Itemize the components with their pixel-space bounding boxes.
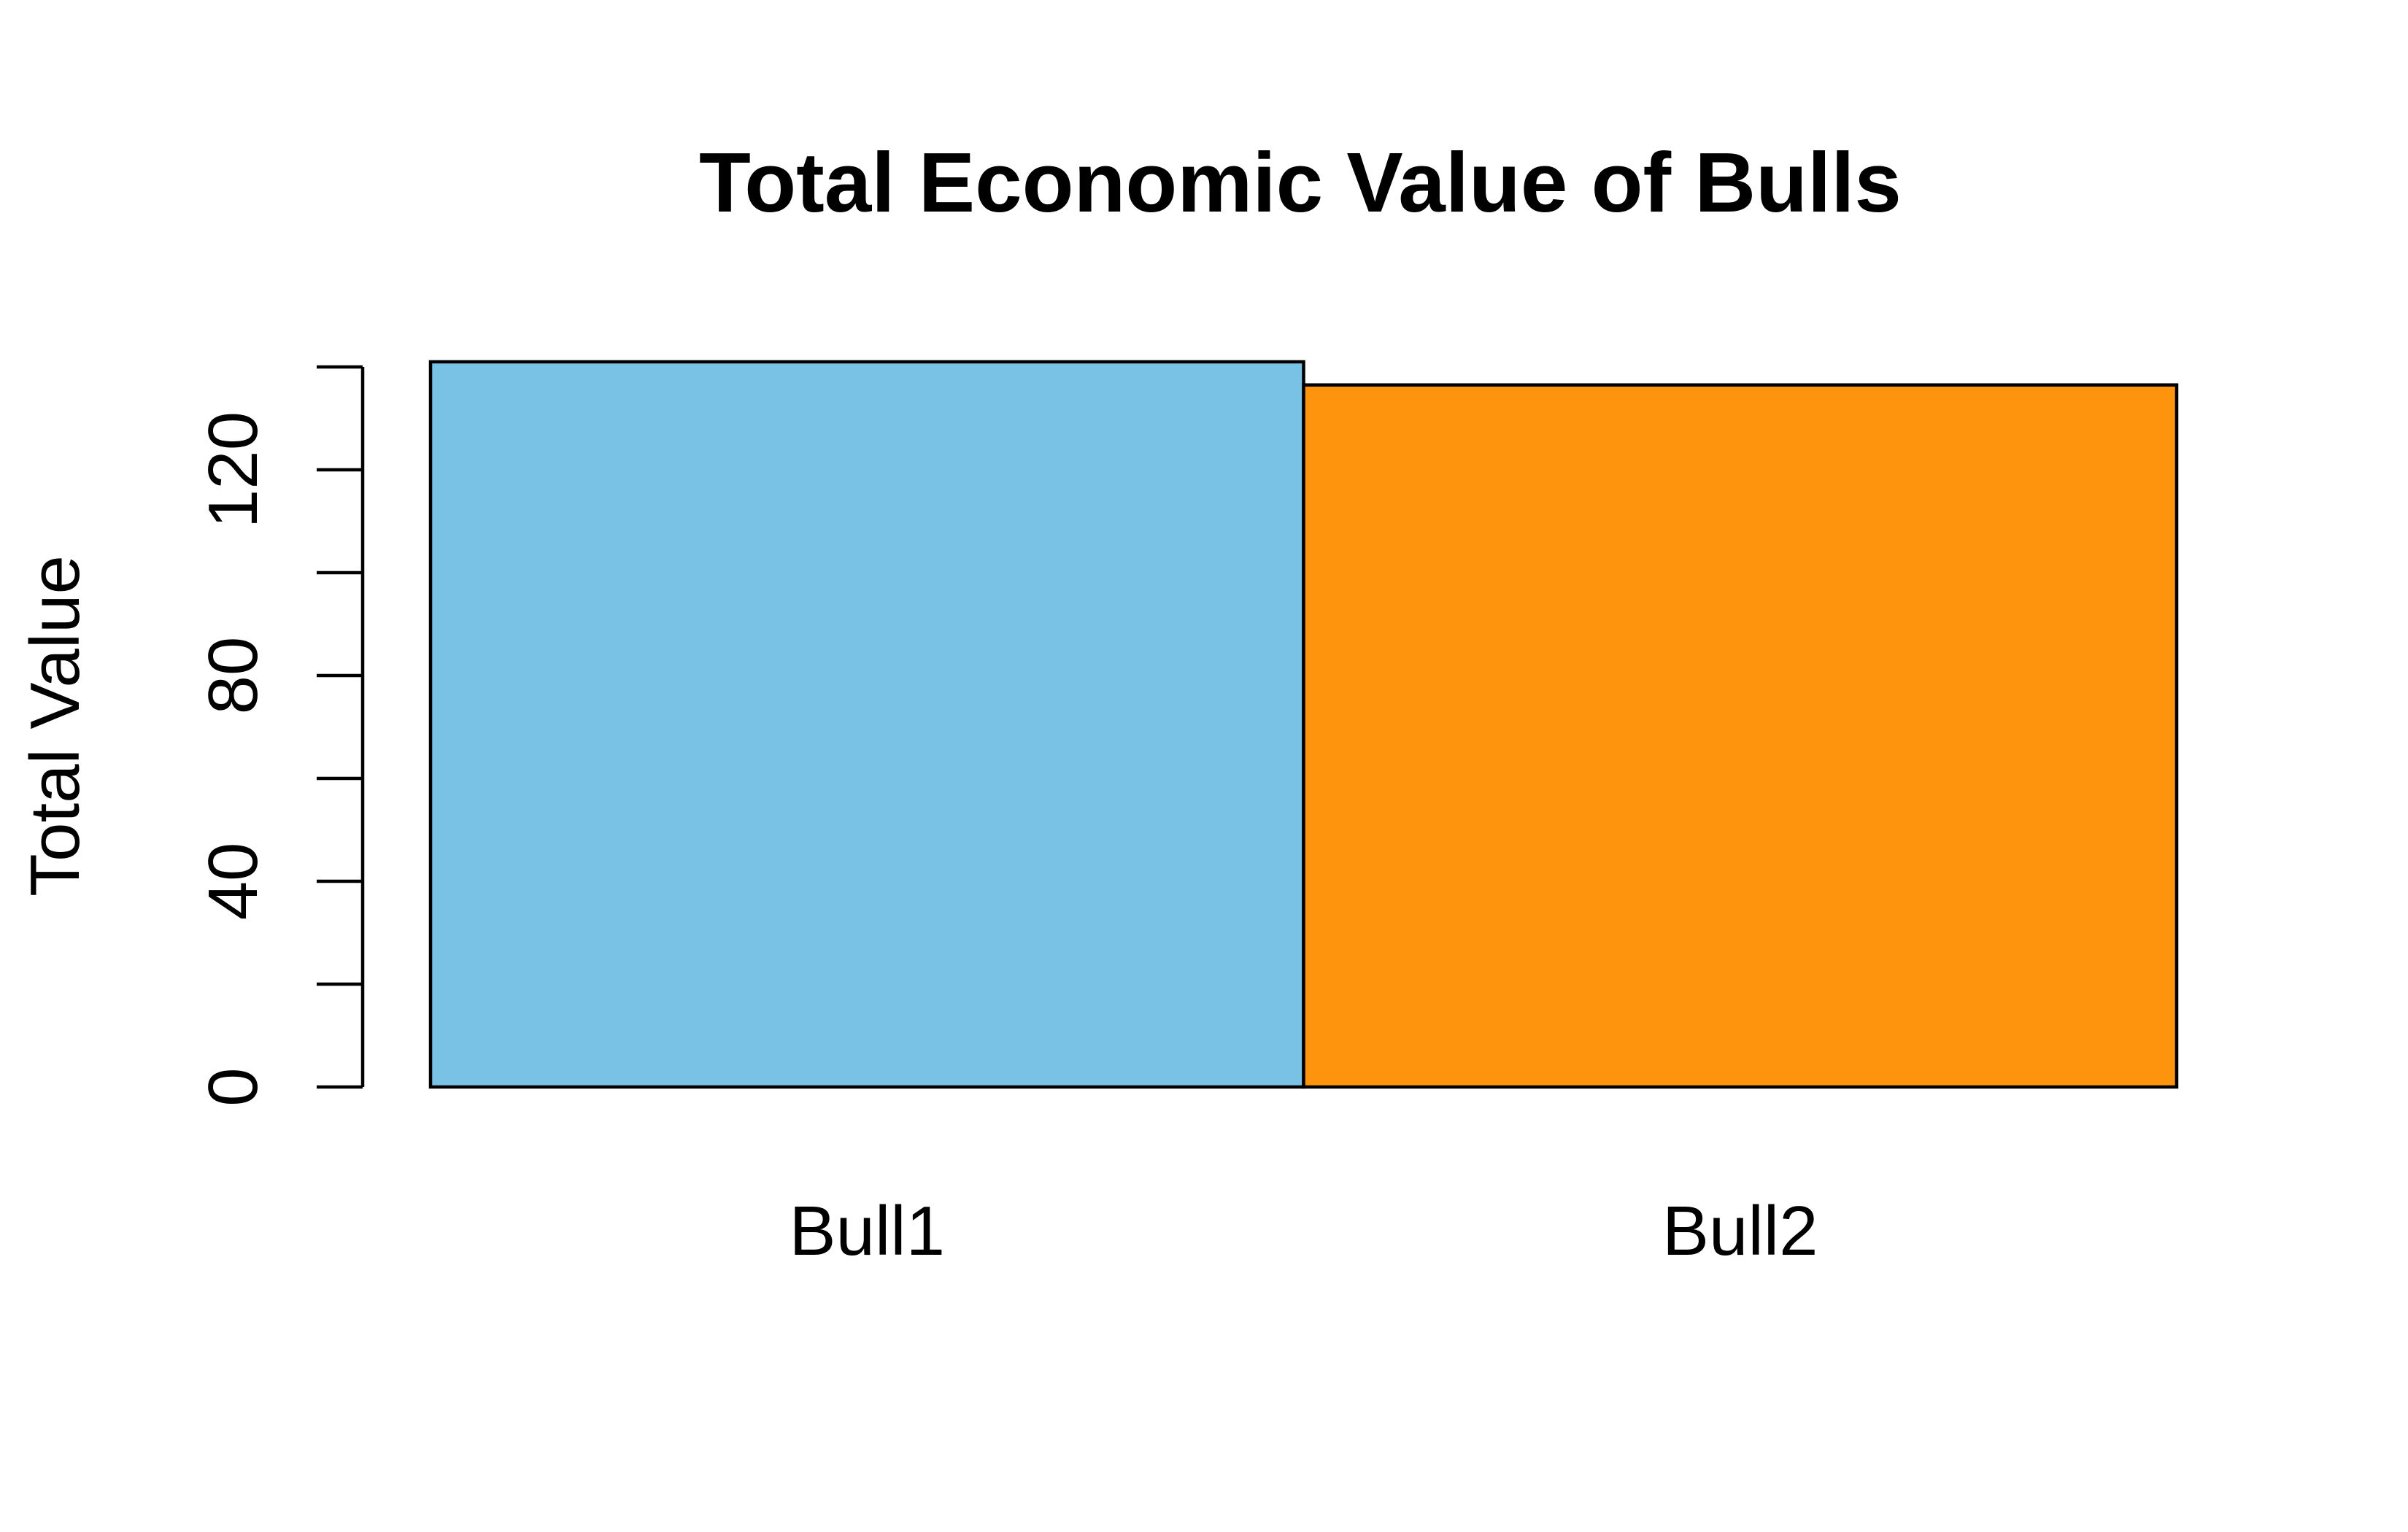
y-tick-label-80: 80 <box>194 637 272 715</box>
x-tick-label-bull1: Bull1 <box>790 1192 945 1270</box>
bar-bull1 <box>428 360 1305 1089</box>
bars-group <box>428 360 2179 1089</box>
y-axis: 0 40 80 120 <box>194 365 365 1107</box>
chart-title: Total Economic Value of Bulls <box>699 135 1902 230</box>
y-tick-label-120: 120 <box>194 411 272 528</box>
y-tick-label-0: 0 <box>194 1067 272 1106</box>
x-axis-labels: Bull1 Bull2 <box>790 1192 1818 1270</box>
y-axis-label: Total Value <box>16 555 94 897</box>
x-tick-label-bull2: Bull2 <box>1662 1192 1818 1270</box>
y-tick-label-40: 40 <box>194 843 272 921</box>
bar-bull2 <box>1302 383 2179 1089</box>
